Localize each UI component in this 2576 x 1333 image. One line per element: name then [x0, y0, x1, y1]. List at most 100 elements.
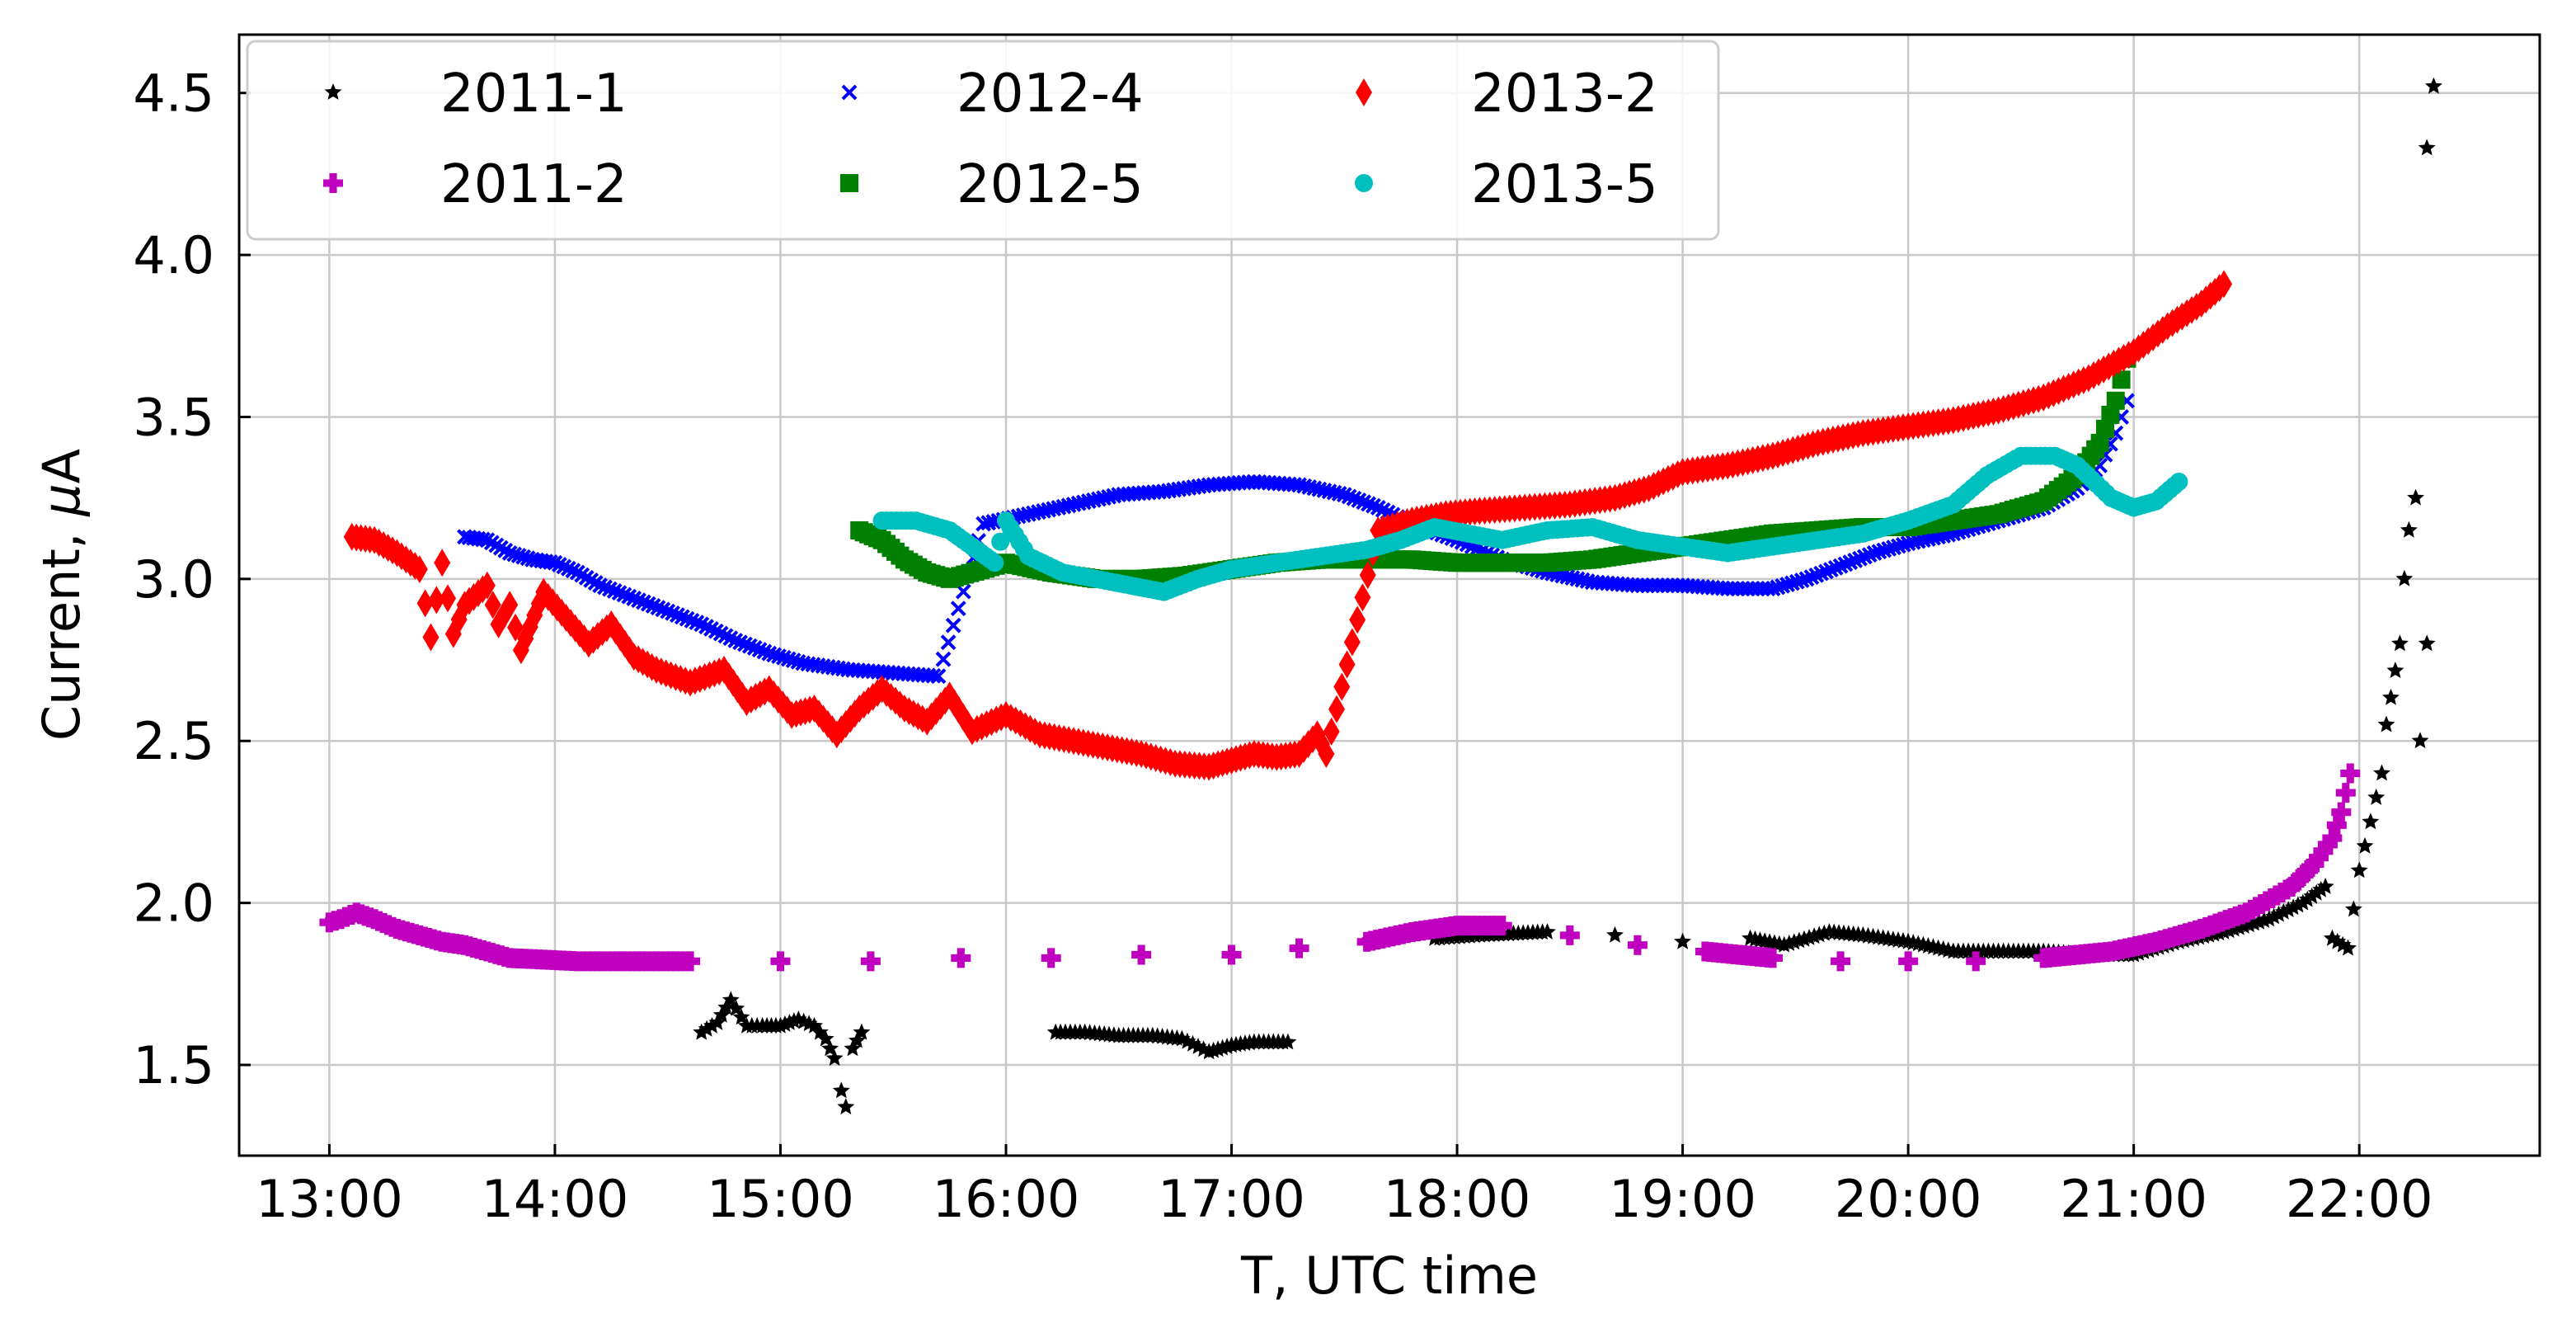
data-point	[2322, 828, 2343, 849]
data-point	[825, 1049, 844, 1067]
series-2013-5	[872, 446, 2188, 601]
data-point	[837, 1098, 855, 1114]
data-point	[2391, 634, 2409, 652]
data-point	[1966, 951, 1986, 972]
data-point	[2312, 880, 2330, 897]
data-point	[860, 951, 881, 972]
data-point	[991, 532, 1010, 551]
y-axis-label: Current, μA	[31, 449, 92, 741]
y-tick-label: 2.5	[133, 711, 214, 771]
data-point	[1795, 930, 1813, 947]
y-tick-label: 3.5	[133, 387, 214, 447]
data-point	[556, 558, 572, 575]
series-2013-2	[343, 270, 2233, 781]
data-point	[2339, 939, 2357, 956]
data-point	[2294, 893, 2312, 911]
legend-marker	[1355, 174, 1373, 192]
data-point	[2291, 867, 2311, 888]
data-point	[2298, 890, 2316, 907]
legend-label: 2012-4	[957, 64, 1144, 125]
data-point	[2112, 370, 2131, 389]
data-point	[2382, 688, 2400, 705]
x-tick-label: 16:00	[933, 1169, 1080, 1229]
data-point	[1338, 650, 1356, 679]
data-point	[2418, 634, 2436, 652]
data-point	[560, 560, 576, 577]
data-point	[474, 531, 491, 548]
data-point	[2284, 898, 2302, 916]
data-point	[955, 583, 971, 600]
data-point	[698, 1020, 716, 1037]
data-point	[853, 1023, 871, 1040]
data-point	[1810, 926, 1828, 943]
y-tick-label: 1.5	[133, 1035, 214, 1095]
data-point	[945, 617, 961, 634]
data-point	[1780, 935, 1798, 951]
data-point	[940, 634, 957, 651]
data-point	[1898, 951, 1919, 972]
data-series	[319, 77, 2442, 1114]
data-point	[434, 549, 451, 577]
data-point	[1831, 951, 1851, 972]
data-point	[411, 555, 428, 584]
data-point	[2250, 912, 2268, 930]
data-point	[2367, 789, 2386, 805]
data-point	[693, 1023, 711, 1040]
data-point	[1333, 672, 1351, 701]
x-tick-labels: 13:00 14:00 15:00 16:00 17:00 18:00 19:00 20:00…	[256, 1169, 2433, 1229]
data-point	[1221, 944, 1242, 965]
data-point	[2411, 732, 2429, 749]
data-point	[1492, 916, 1512, 936]
data-point	[935, 651, 952, 667]
data-point	[2282, 876, 2302, 897]
data-point	[1800, 929, 1818, 945]
data-point	[2101, 405, 2120, 424]
data-point	[1763, 948, 1783, 968]
data-point	[2418, 139, 2436, 156]
data-point	[2286, 872, 2306, 893]
data-point	[1805, 927, 1823, 944]
data-point	[416, 589, 434, 618]
x-tick-label: 14:00	[482, 1169, 629, 1229]
data-point	[2230, 918, 2248, 935]
data-point	[501, 545, 518, 561]
data-point	[770, 951, 791, 972]
data-point	[2255, 911, 2273, 928]
data-point	[925, 667, 942, 684]
data-point	[1328, 695, 1345, 723]
legend-marker	[841, 84, 858, 101]
data-point	[1539, 923, 1556, 940]
data-point	[1559, 925, 1580, 945]
series-2011-2	[319, 763, 2361, 972]
legend-label: 2012-5	[957, 154, 1144, 215]
data-point	[1793, 572, 1810, 588]
data-point	[1785, 933, 1803, 950]
data-point	[440, 584, 457, 613]
data-point	[551, 557, 567, 572]
data-point	[2240, 916, 2258, 933]
y-tick-label: 4.5	[133, 64, 214, 124]
data-point	[2335, 783, 2356, 803]
y-axis-label-text: Current,	[31, 516, 92, 741]
legend-label: 2013-5	[1471, 154, 1658, 215]
data-point	[2279, 901, 2297, 917]
data-point	[2245, 914, 2263, 931]
data-point	[2308, 847, 2329, 868]
x-tick-label: 21:00	[2060, 1169, 2207, 1229]
data-point	[2395, 569, 2414, 586]
data-point	[2356, 836, 2374, 854]
data-point	[2317, 834, 2338, 855]
data-point	[785, 1012, 803, 1029]
data-point	[848, 1031, 866, 1048]
data-point	[543, 554, 558, 570]
data-point	[844, 1039, 862, 1057]
data-point	[2260, 910, 2278, 927]
data-point	[2274, 902, 2292, 920]
legend-label: 2013-2	[1471, 64, 1658, 125]
data-point	[501, 591, 519, 619]
data-point	[2096, 419, 2114, 438]
data-point	[515, 549, 532, 565]
data-point	[2386, 662, 2404, 678]
data-point	[985, 553, 1004, 572]
